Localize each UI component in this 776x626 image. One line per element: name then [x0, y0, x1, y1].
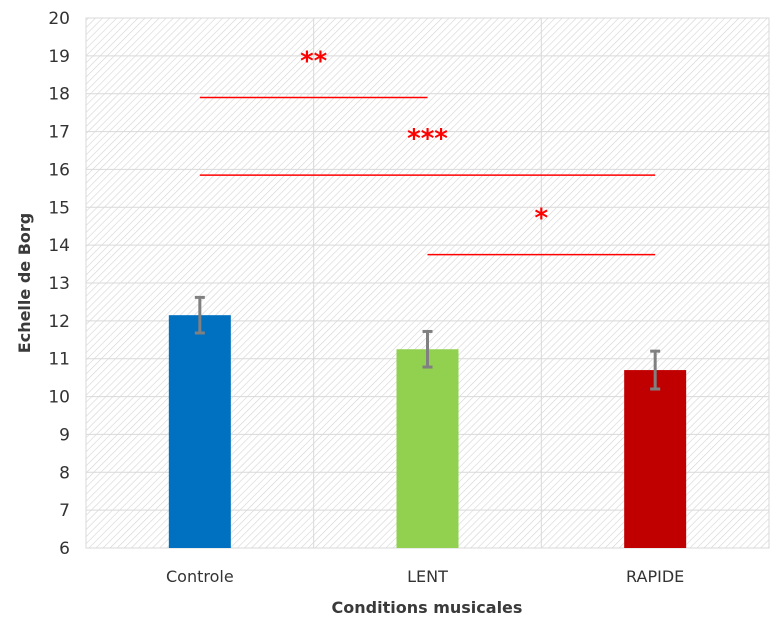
significance-stars: **: [300, 47, 328, 77]
bar-controle: [168, 315, 231, 548]
bars: [168, 315, 687, 548]
error-bar-controle: [194, 295, 205, 335]
x-axis-title: Conditions musicales: [332, 598, 523, 617]
x-axis-ticks: Controle LENT RAPIDE: [166, 567, 684, 586]
y-tick-label: 18: [48, 85, 70, 105]
y-tick-label: 9: [59, 425, 70, 445]
x-tick-label: Controle: [166, 567, 234, 586]
y-axis-title: Echelle de Borg: [15, 213, 34, 353]
y-tick-label: 8: [59, 463, 70, 483]
y-tick-label: 15: [48, 198, 70, 218]
y-tick-label: 20: [48, 9, 70, 29]
y-tick-label: 6: [59, 539, 70, 559]
y-tick-label: 11: [48, 350, 70, 370]
y-tick-label: 14: [48, 236, 70, 256]
significance-stars: *: [535, 204, 549, 234]
error-bar-lent: [422, 329, 433, 369]
bar-rapide: [624, 370, 687, 548]
y-tick-label: 16: [48, 160, 70, 180]
y-tick-label: 12: [48, 312, 70, 332]
significance-annotations: ******: [199, 47, 656, 256]
error-bar-rapide: [650, 349, 661, 391]
significance-stars: ***: [407, 124, 448, 154]
y-tick-label: 13: [48, 274, 70, 294]
bar-lent: [396, 349, 459, 548]
y-tick-label: 7: [59, 501, 70, 521]
y-axis-ticks: 6 7 8 9 10 11 12 13 14 15 16 17 18 19 20: [48, 9, 70, 559]
error-bars: [194, 295, 661, 391]
x-tick-label: LENT: [407, 567, 448, 586]
y-tick-label: 19: [48, 47, 70, 67]
y-tick-label: 10: [48, 388, 70, 408]
y-tick-label: 17: [48, 123, 70, 143]
x-tick-label: RAPIDE: [626, 567, 684, 586]
